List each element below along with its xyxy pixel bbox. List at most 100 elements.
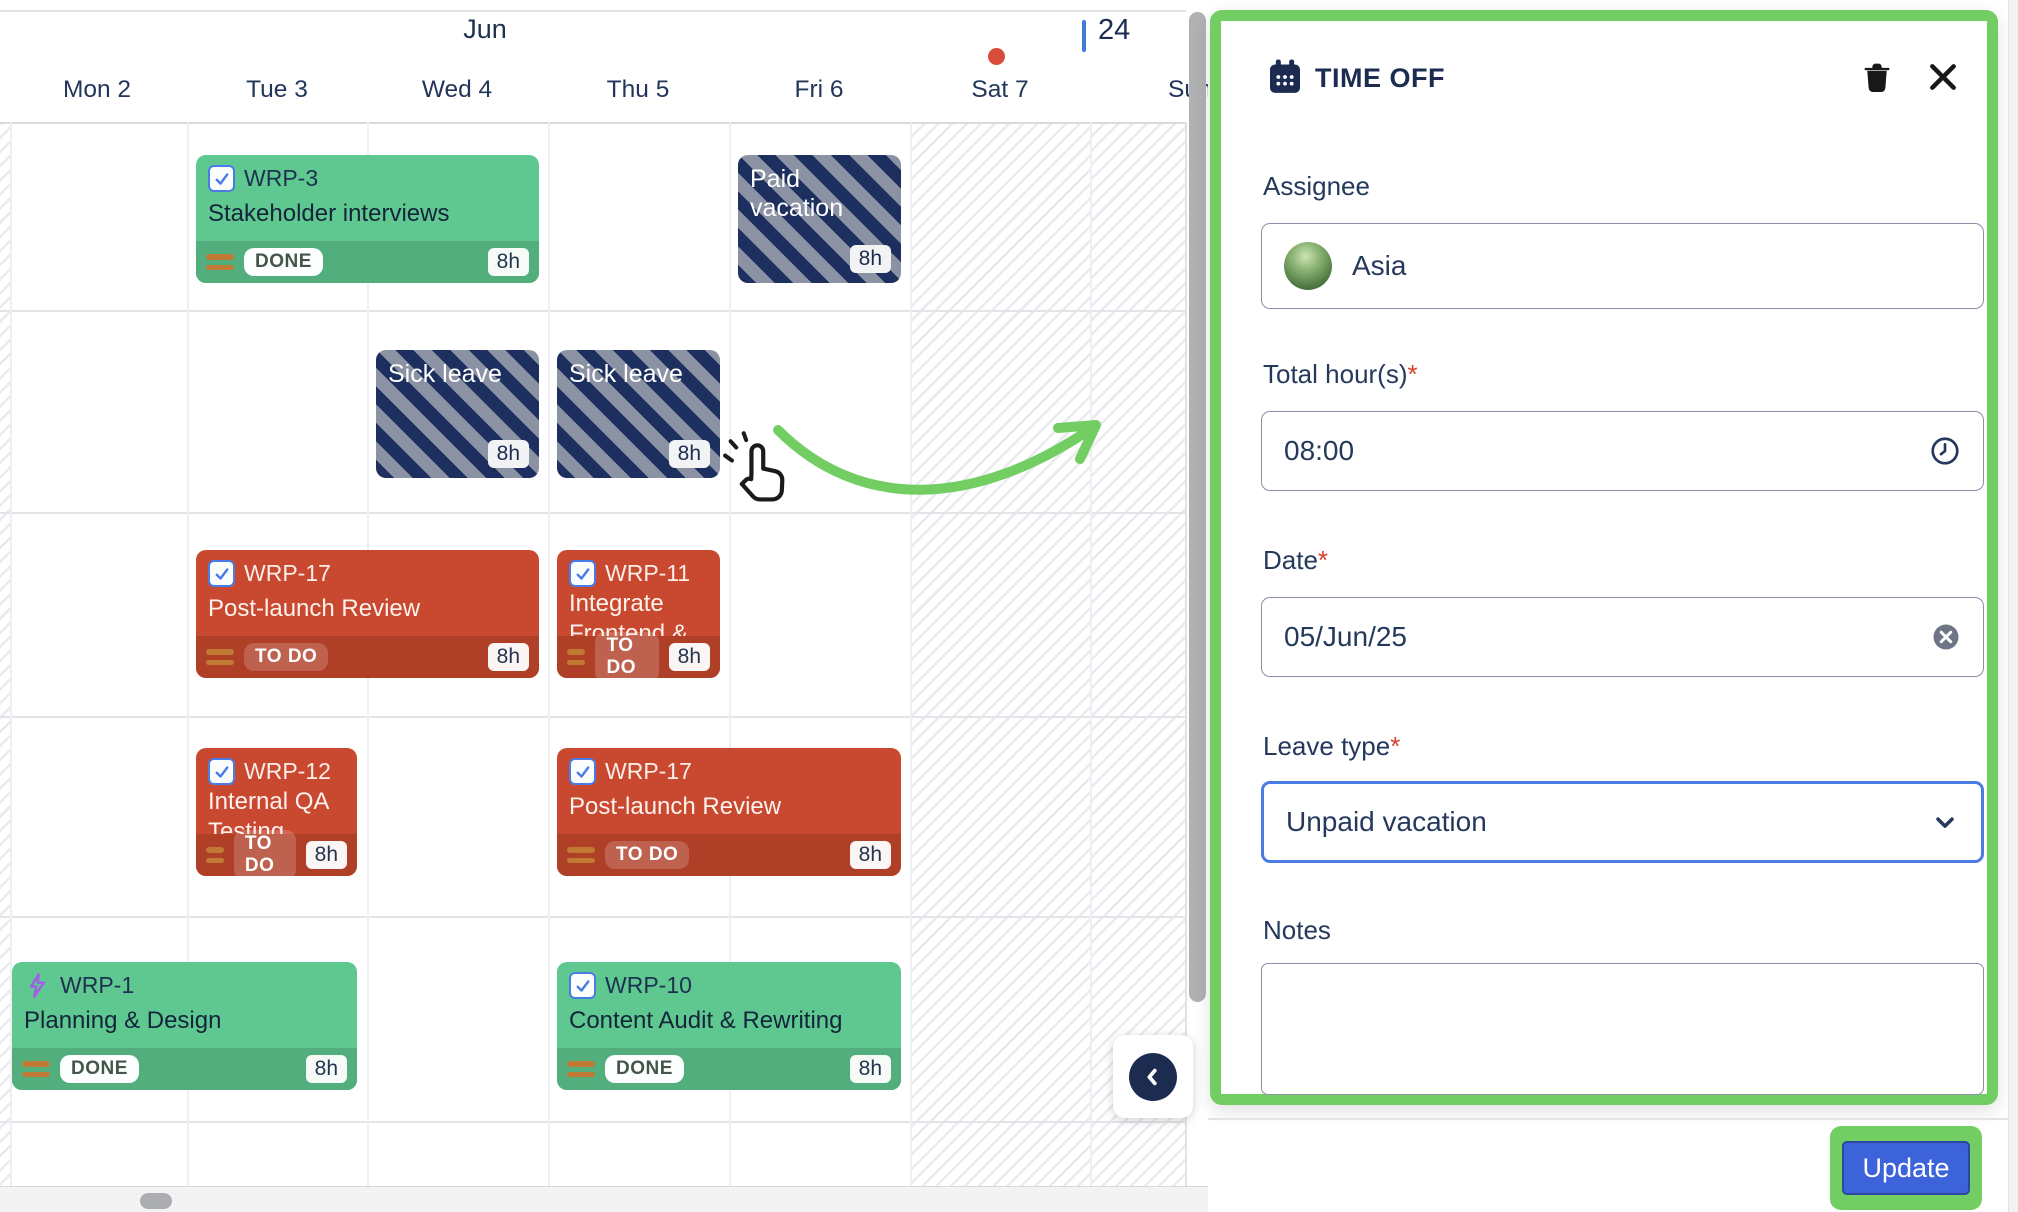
notes-textarea[interactable]: [1261, 963, 1984, 1095]
total-hours-label: Total hour(s)*: [1263, 359, 1418, 389]
panel-title: TIME OFF: [1315, 63, 1445, 93]
status-badge: DONE: [605, 1055, 684, 1083]
grid-line: [1185, 122, 1187, 1186]
assignee-label: Assignee: [1263, 171, 1370, 201]
hours-badge: 8h: [487, 440, 529, 468]
date-field[interactable]: 05/Jun/25: [1261, 597, 1984, 677]
priority-medium-icon: [206, 254, 234, 270]
task-title: Post-launch Review: [208, 595, 421, 622]
priority-medium-icon: [206, 649, 234, 665]
leave-type-select[interactable]: Unpaid vacation: [1261, 781, 1984, 863]
priority-medium-icon: [567, 847, 595, 863]
status-badge: TO DO: [605, 841, 690, 869]
timeoff-card-paid-vacation[interactable]: Paid vacation 8h: [738, 155, 901, 283]
task-title: Internal QA Testing: [208, 788, 329, 845]
close-panel-button[interactable]: [1923, 57, 1963, 97]
grid-line: [910, 122, 912, 1186]
page-scrollbar[interactable]: [2008, 0, 2018, 1212]
chevron-left-icon: [1129, 1052, 1177, 1101]
total-hours-value: 08:00: [1284, 435, 1355, 466]
update-highlight: Update: [1830, 1126, 1982, 1210]
hours-badge: 8h: [305, 1055, 347, 1083]
task-title: Stakeholder interviews: [208, 200, 450, 227]
hours-badge: 8h: [668, 643, 710, 671]
timeoff-card-sick-leave[interactable]: Sick leave 8h: [557, 350, 720, 478]
vertical-scrollbar[interactable]: [1189, 12, 1206, 1002]
assignee-field[interactable]: Asia: [1261, 223, 1984, 309]
collapse-panel-button[interactable]: [1113, 1035, 1193, 1118]
task-title: Content Audit & Rewriting: [569, 1007, 843, 1034]
close-icon: [1930, 64, 1956, 90]
hours-badge: 8h: [487, 248, 529, 276]
task-title: Planning & Design: [24, 1007, 222, 1034]
timeoff-card-sick-leave[interactable]: Sick leave 8h: [376, 350, 539, 478]
timeoff-title: Paid vacation: [750, 165, 844, 222]
hours-badge: 8h: [305, 841, 347, 869]
task-checkbox-icon: [569, 972, 596, 999]
task-card-wrp-11[interactable]: WRP-11 Integrate Frontend & TO DO 8h: [557, 550, 720, 678]
day-header-wed[interactable]: Wed 4: [421, 76, 493, 103]
priority-medium-icon: [206, 847, 224, 863]
grid-line: [0, 122, 1186, 124]
required-marker: *: [1390, 731, 1401, 761]
timeoff-title: Sick leave: [388, 360, 502, 388]
clock-icon[interactable]: [1929, 435, 1961, 467]
grid-line: [548, 122, 550, 1186]
task-card-wrp-1[interactable]: WRP-1 Planning & Design DONE 8h: [12, 962, 357, 1090]
status-badge: TO DO: [595, 632, 659, 678]
task-checkbox-icon: [569, 560, 596, 587]
hours-badge: 8h: [849, 841, 891, 869]
day-header-thu[interactable]: Thu 5: [606, 76, 670, 103]
total-hours-field[interactable]: 08:00: [1261, 411, 1984, 491]
grid-line: [1090, 122, 1092, 1186]
task-checkbox-icon: [208, 560, 235, 587]
grid-line: [729, 122, 731, 1186]
chevron-down-icon: [1931, 808, 1959, 836]
required-marker: *: [1317, 545, 1329, 575]
grid-line: [10, 122, 12, 1186]
story-bolt-icon: [24, 972, 51, 999]
today-dot: [988, 48, 1005, 65]
day-header-fri[interactable]: Fri 6: [794, 76, 844, 103]
clear-date-icon[interactable]: [1931, 622, 1961, 652]
status-badge: TO DO: [233, 830, 296, 876]
task-key: WRP-17: [605, 758, 692, 784]
weekend-hatch-sunday: [1090, 122, 1185, 1186]
hours-badge: 8h: [668, 440, 710, 468]
calendar-grid: Jun 24 Mon 2 Tue 3 Wed 4 Thu 5 Fri 6 Sat…: [0, 10, 1208, 1212]
hours-badge: 8h: [849, 245, 891, 273]
click-hand-icon: [723, 431, 785, 502]
status-badge: DONE: [244, 248, 323, 276]
task-checkbox-icon: [208, 165, 235, 192]
horizontal-scrollbar-track[interactable]: [0, 1186, 1208, 1212]
task-title: Post-launch Review: [569, 793, 782, 820]
day-header-tue[interactable]: Tue 3: [246, 76, 308, 103]
task-card-wrp-17[interactable]: WRP-17 Post-launch Review TO DO 8h: [196, 550, 539, 678]
timeoff-sidebar: TIME OFF Assignee Asia Total hour(s)* 08…: [1208, 0, 2018, 1212]
task-card-wrp-17[interactable]: WRP-17 Post-launch Review TO DO 8h: [557, 748, 901, 876]
task-card-wrp-3[interactable]: WRP-3 Stakeholder interviews DONE 8h: [196, 155, 539, 283]
task-card-wrp-12[interactable]: WRP-12 Internal QA Testing TO DO 8h: [196, 748, 357, 876]
priority-medium-icon: [567, 1061, 595, 1077]
delete-timeoff-button[interactable]: [1857, 57, 1897, 97]
timeoff-dialog: TIME OFF Assignee Asia Total hour(s)* 08…: [1210, 10, 1998, 1105]
leave-type-label: Leave type*: [1263, 731, 1401, 761]
day-header-sat[interactable]: Sat 7: [971, 76, 1029, 103]
grid-line: [0, 716, 1186, 718]
task-card-wrp-10[interactable]: WRP-10 Content Audit & Rewriting DONE 8h: [557, 962, 901, 1090]
weekend-hatch-left-sliver: [0, 122, 10, 1186]
assignee-avatar: [1284, 242, 1332, 290]
timeoff-title: Sick leave: [569, 360, 683, 388]
assignee-value: Asia: [1352, 250, 1407, 281]
update-button[interactable]: Update: [1842, 1141, 1970, 1195]
task-key: WRP-11: [605, 560, 691, 586]
weekend-hatch-saturday: [910, 122, 1090, 1186]
leave-type-value: Unpaid vacation: [1286, 806, 1487, 837]
priority-medium-icon: [567, 649, 586, 665]
status-badge: DONE: [60, 1055, 139, 1083]
week-indicator-bar: [1082, 20, 1086, 52]
day-header-mon[interactable]: Mon 2: [62, 76, 132, 103]
horizontal-scrollbar-handle[interactable]: [140, 1193, 172, 1209]
hours-badge: 8h: [849, 1055, 891, 1083]
